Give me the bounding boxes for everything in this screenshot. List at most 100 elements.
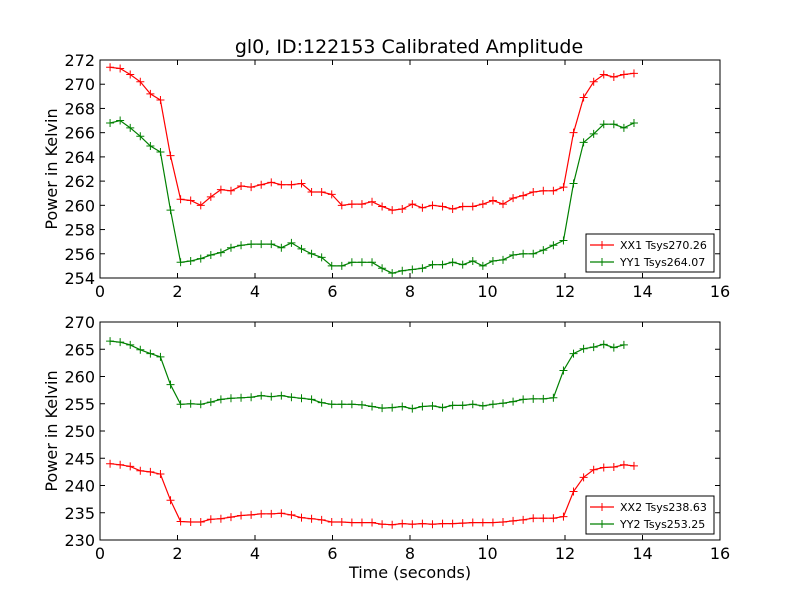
x-tick-label: 14 <box>632 544 652 563</box>
data-point <box>216 185 225 194</box>
data-point <box>629 461 638 470</box>
data-point <box>166 206 175 215</box>
x-tick-label: 0 <box>95 544 105 563</box>
data-point <box>428 201 437 210</box>
legend-entry: YY2 Tsys253.25 <box>619 518 705 531</box>
data-point <box>408 520 417 529</box>
data-point <box>368 197 377 206</box>
data-point <box>388 206 397 215</box>
data-point <box>216 395 225 404</box>
data-point <box>509 194 518 203</box>
data-point <box>619 123 628 132</box>
data-point <box>529 394 538 403</box>
legend-entry: XX2 Tsys238.63 <box>620 501 707 514</box>
data-point <box>438 202 447 211</box>
y-tick-label: 262 <box>64 172 95 191</box>
data-point <box>277 180 286 189</box>
data-point <box>488 518 497 527</box>
data-point <box>206 515 215 524</box>
data-point <box>408 404 417 413</box>
data-point <box>146 141 155 150</box>
x-tick-label: 16 <box>710 282 730 301</box>
data-point <box>368 402 377 411</box>
y-tick-label: 254 <box>64 269 95 288</box>
data-point <box>307 514 316 523</box>
data-point <box>599 463 608 472</box>
data-point <box>267 509 276 518</box>
data-point <box>327 518 336 527</box>
data-point <box>398 519 407 528</box>
x-tick-label: 10 <box>477 282 497 301</box>
data-point <box>226 394 235 403</box>
data-point <box>499 200 507 209</box>
series-line-1-1 <box>110 66 635 211</box>
data-point <box>519 191 528 200</box>
data-point <box>478 518 487 527</box>
data-point <box>136 466 145 475</box>
data-point <box>257 509 266 518</box>
data-point <box>589 129 598 138</box>
y-tick-label: 270 <box>64 75 95 94</box>
data-point <box>267 392 276 401</box>
series-line-1-2 <box>109 119 635 274</box>
data-point <box>629 118 638 127</box>
legend-box <box>585 233 715 273</box>
data-point <box>146 349 155 358</box>
data-point <box>599 340 608 349</box>
data-point <box>458 519 467 528</box>
data-point <box>589 343 598 352</box>
data-point <box>559 366 568 375</box>
x-tick-label: 4 <box>250 544 260 563</box>
data-point <box>428 401 437 410</box>
data-point <box>237 511 246 520</box>
data-point <box>216 514 225 523</box>
data-point <box>287 180 296 189</box>
y-tick-label: 230 <box>64 531 95 550</box>
y-tick-label: 258 <box>64 221 95 240</box>
data-point <box>448 519 457 528</box>
data-point <box>609 462 618 471</box>
data-point <box>549 241 558 250</box>
x-tick-label: 12 <box>555 544 575 563</box>
data-point <box>287 393 296 402</box>
x-tick-label: 12 <box>555 282 575 301</box>
data-point <box>589 465 598 474</box>
data-point <box>317 253 326 262</box>
data-point <box>519 515 528 524</box>
data-point <box>247 183 256 192</box>
data-point <box>237 393 246 402</box>
data-point <box>549 514 558 523</box>
data-point <box>277 243 286 252</box>
legend-entry: XX1 Tsys270.26 <box>620 239 707 252</box>
data-point <box>216 248 225 257</box>
data-point <box>559 236 568 245</box>
data-point <box>126 70 135 79</box>
data-point <box>499 399 507 408</box>
data-point <box>337 261 346 270</box>
data-point <box>378 520 387 529</box>
data-point <box>398 402 407 411</box>
data-point <box>106 63 115 72</box>
data-point <box>297 513 306 522</box>
y-tick-label: 256 <box>64 245 95 264</box>
data-point <box>156 148 165 157</box>
data-point <box>126 123 135 132</box>
data-point <box>509 397 518 406</box>
data-point <box>337 518 346 527</box>
data-point <box>206 192 215 201</box>
data-point <box>629 69 638 78</box>
data-point <box>307 249 316 258</box>
data-point <box>438 519 447 528</box>
data-point <box>136 77 145 86</box>
data-point <box>509 516 518 525</box>
data-point <box>569 179 578 188</box>
x-tick-label: 6 <box>327 544 337 563</box>
y-tick-label: 260 <box>64 368 95 387</box>
data-point <box>579 473 588 482</box>
data-point <box>438 260 447 269</box>
x-tick-label: 8 <box>405 544 415 563</box>
y-tick-label: 250 <box>64 422 95 441</box>
data-point <box>559 512 568 521</box>
data-point <box>569 128 578 137</box>
y-tick-label: 240 <box>64 477 95 496</box>
